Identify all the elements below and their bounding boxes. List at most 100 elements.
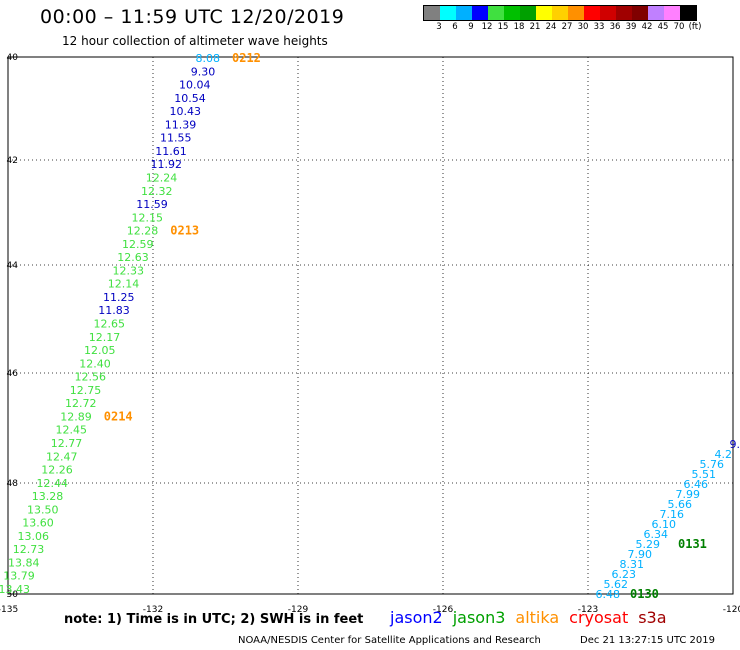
satellite-name: altika [515,608,560,627]
satellite-name: jason2 [390,608,443,627]
time-mark-label: 0213 [170,224,199,238]
y-tick-label: 42 [7,156,18,166]
x-tick-label: -120 [723,605,740,615]
satellite-name: s3a [638,608,667,627]
y-tick-label: 46 [7,369,19,379]
wave-height-value: 12.47 [46,450,78,463]
wave-height-value: 10.43 [170,105,202,118]
wave-height-value: 12.65 [94,318,126,331]
wave-height-value: 11.83 [98,304,130,317]
credit-text: NOAA/NESDIS Center for Satellite Applica… [238,635,541,646]
wave-height-value: 12.44 [37,477,69,490]
legend-label: (ft) [688,22,702,32]
wave-height-value: 13.28 [32,490,64,503]
wave-height-value: 12.26 [41,464,73,477]
y-tick-label: 44 [7,261,19,271]
wave-height-value: 13.43 [0,583,30,596]
legend-swatch [440,6,456,20]
legend-swatch [584,6,600,20]
y-tick-label: 50 [7,590,19,600]
legend-label: 6 [452,22,458,32]
legend-label: 15 [497,22,509,32]
legend-swatch [648,6,664,20]
wave-height-value: 12.75 [70,384,102,397]
wave-height-value: 6.10 [652,518,677,531]
color-scale-labels: 3 6 9 12 15 18 21 24 27 30 33 36 39 42 45 70 (ft) [423,22,703,32]
legend-swatch [600,6,616,20]
wave-height-value: 12.89 [60,410,92,423]
legend-swatch [488,6,504,20]
legend-swatch [456,6,472,20]
wave-height-value: 7.90 [628,548,653,561]
legend-label: 3 [436,22,442,32]
legend-swatch [536,6,552,20]
wave-height-value: 12.14 [108,278,140,291]
wave-height-value: 12.24 [146,171,178,184]
wave-height-value: 5.62 [604,578,629,591]
wave-height-value: 7.16 [660,508,685,521]
legend-label: 39 [625,22,637,32]
wave-height-value: 12.56 [75,371,107,384]
legend-swatch [552,6,568,20]
x-tick-label: -123 [578,605,598,615]
y-tick-label: 48 [7,479,19,489]
wave-height-value: 5.29 [636,538,661,551]
wave-height-value: 8.08 [196,52,221,65]
wave-height-value: 12.59 [122,238,154,251]
legend-label: 9 [468,22,474,32]
legend-label: 42 [641,22,653,32]
legend-label: 12 [481,22,493,32]
wave-height-value: 4.2 [715,448,733,461]
wave-height-value: 12.15 [132,211,164,224]
x-tick-label: -129 [288,605,309,615]
time-mark-label: 0212 [232,51,261,65]
x-tick-label: -135 [0,605,18,615]
legend-swatch [680,6,696,20]
wave-height-value: 10.54 [174,92,206,105]
time-mark-label: 0214 [104,409,133,423]
wave-height-value: 11.92 [151,158,183,171]
legend-label: 24 [545,22,557,32]
satellite-name: cryosat [569,608,629,627]
legend-swatch [520,6,536,20]
wave-height-value: 11.25 [103,291,135,304]
wave-height-value: 6.23 [612,568,637,581]
legend-swatch [472,6,488,20]
wave-height-value: 11.55 [160,132,192,145]
legend-label: 45 [657,22,669,32]
time-mark-label: 0130 [630,587,659,601]
legend-label: 18 [513,22,525,32]
wave-height-value: 12.73 [13,543,45,556]
legend-label: 36 [609,22,621,32]
satellite-legend: jason2 jason3 altika cryosat s3a [390,608,677,627]
wave-height-value: 9.30 [191,65,216,78]
wave-height-value: 12.40 [79,357,111,370]
wave-height-value: 5.51 [692,468,717,481]
legend-swatch [632,6,648,20]
legend-label: 21 [529,22,541,32]
legend-swatch [664,6,680,20]
wave-height-value: 13.79 [3,570,35,583]
legend-label: 27 [561,22,573,32]
wave-height-value: 10.04 [179,79,211,92]
legend-swatch [424,6,440,20]
x-tick-label: -126 [433,605,454,615]
wave-height-value: 5.76 [700,458,725,471]
legend-swatch [616,6,632,20]
wave-height-value: 12.77 [51,437,83,450]
time-mark-label: 0131 [678,537,707,551]
legend-label: 30 [577,22,589,32]
generated-timestamp: Dec 21 13:27:15 UTC 2019 [580,635,715,646]
wave-height-value: 12.63 [117,251,149,264]
wave-height-value: 13.60 [22,517,54,530]
legend-swatch [568,6,584,20]
wave-height-value: 11.61 [155,145,187,158]
wave-height-value: 13.06 [18,530,50,543]
wave-height-value: 11.39 [165,118,197,131]
chart-title: 00:00 – 11:59 UTC 12/20/2019 [40,6,345,28]
wave-height-value: 12.28 [127,225,159,238]
x-tick-label: -132 [143,605,163,615]
wave-height-value: 6.46 [684,478,709,491]
y-tick-label: 40 [7,53,19,63]
